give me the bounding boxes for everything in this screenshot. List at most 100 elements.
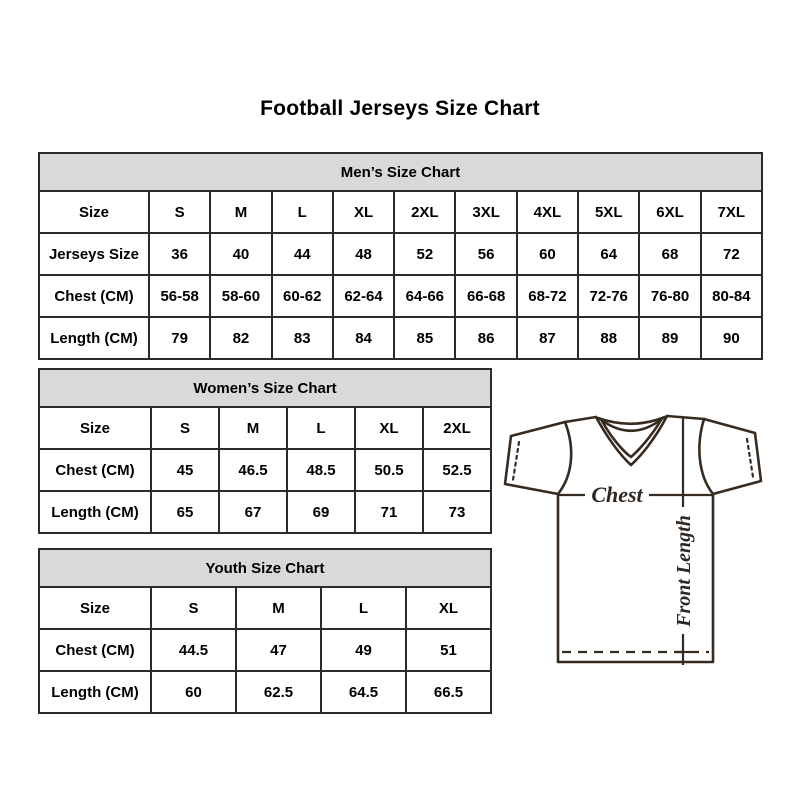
- size-cell: 4XL: [515, 190, 580, 234]
- row-label: Jerseys Size: [38, 232, 150, 276]
- size-cell: M: [218, 406, 288, 450]
- value-cell: 85: [393, 316, 457, 360]
- value-cell: 60-62: [270, 274, 334, 318]
- table-row: Length (CM) 60 62.5 64.5 66.5: [38, 670, 492, 714]
- jersey-left-shoulder: [563, 415, 598, 424]
- jersey-vneck-outer: [594, 414, 669, 467]
- size-cell: L: [270, 190, 334, 234]
- value-cell: 46.5: [218, 448, 288, 492]
- value-cell: 47: [235, 628, 322, 672]
- size-cell: XL: [331, 190, 396, 234]
- jersey-illustration: Chest Front Length: [503, 414, 763, 665]
- front-length-label: Front Length: [673, 515, 695, 628]
- jersey-right-sleeve: [702, 417, 763, 496]
- table-row: Jerseys Size 36 40 44 48 52 56 60 64 68 …: [38, 232, 764, 276]
- jersey-vneck-inner: [600, 418, 663, 459]
- value-cell: 72-76: [577, 274, 641, 318]
- jersey-left-sleeve: [503, 420, 567, 496]
- value-cell: 68: [638, 232, 702, 276]
- value-cell: 64.5: [320, 670, 407, 714]
- value-cell: 44: [270, 232, 334, 276]
- youth-table-title: Youth Size Chart: [38, 548, 492, 588]
- row-label: Chest (CM): [38, 628, 152, 672]
- size-cell: L: [320, 586, 407, 630]
- table-row: Chest (CM) 45 46.5 48.5 50.5 52.5: [38, 448, 492, 492]
- table-row: Chest (CM) 44.5 47 49 51: [38, 628, 492, 672]
- size-cell: M: [209, 190, 273, 234]
- value-cell: 71: [354, 490, 424, 534]
- table-row: Size S M L XL 2XL: [38, 406, 492, 450]
- row-label: Size: [38, 406, 152, 450]
- value-cell: 87: [515, 316, 580, 360]
- jersey-right-cuff-seam: [745, 437, 755, 479]
- row-label: Size: [38, 586, 152, 630]
- youth-size-table: Youth Size Chart Size S M L XL Chest (CM…: [38, 548, 492, 714]
- size-cell: XL: [405, 586, 492, 630]
- mens-size-table: Men’s Size Chart Size S M L XL 2XL 3XL 4…: [38, 152, 764, 360]
- table-row: Length (CM) 65 67 69 71 73: [38, 490, 492, 534]
- row-label: Chest (CM): [38, 448, 152, 492]
- size-cell: M: [235, 586, 322, 630]
- value-cell: 68-72: [515, 274, 580, 318]
- value-cell: 64-66: [393, 274, 457, 318]
- jersey-measurement-diagram: Chest Front Length: [501, 403, 767, 679]
- size-cell: 5XL: [577, 190, 641, 234]
- value-cell: 40: [209, 232, 273, 276]
- value-cell: 56-58: [147, 274, 212, 318]
- value-cell: 76-80: [638, 274, 702, 318]
- value-cell: 82: [209, 316, 273, 360]
- page-title: Football Jerseys Size Chart: [260, 97, 540, 120]
- jersey-left-armhole-seam: [556, 420, 573, 496]
- size-cell: L: [286, 406, 356, 450]
- value-cell: 89: [638, 316, 702, 360]
- womens-size-table: Women’s Size Chart Size S M L XL 2XL Che…: [38, 368, 492, 534]
- value-cell: 49: [320, 628, 407, 672]
- row-label: Length (CM): [38, 316, 150, 360]
- value-cell: 52.5: [422, 448, 492, 492]
- row-label: Size: [38, 190, 150, 234]
- value-cell: 48: [331, 232, 396, 276]
- jersey-right-armhole-seam: [698, 417, 715, 496]
- row-label: Length (CM): [38, 490, 152, 534]
- jersey-collar-band-inner: [598, 416, 665, 432]
- size-cell: XL: [354, 406, 424, 450]
- table-row: Chest (CM) 56-58 58-60 60-62 62-64 64-66…: [38, 274, 764, 318]
- value-cell: 50.5: [354, 448, 424, 492]
- value-cell: 66-68: [454, 274, 518, 318]
- size-cell: 2XL: [422, 406, 492, 450]
- value-cell: 62.5: [235, 670, 322, 714]
- value-cell: 36: [147, 232, 212, 276]
- value-cell: 69: [286, 490, 356, 534]
- jersey-body-outline: [556, 492, 715, 664]
- size-cell: 3XL: [454, 190, 518, 234]
- value-cell: 44.5: [150, 628, 237, 672]
- value-cell: 52: [393, 232, 457, 276]
- womens-table-title: Women’s Size Chart: [38, 368, 492, 408]
- jersey-left-cuff-seam: [511, 440, 521, 482]
- value-cell: 56: [454, 232, 518, 276]
- size-cell: 6XL: [638, 190, 702, 234]
- value-cell: 83: [270, 316, 334, 360]
- row-label: Chest (CM): [38, 274, 150, 318]
- value-cell: 72: [699, 232, 764, 276]
- size-cell: S: [150, 586, 237, 630]
- value-cell: 73: [422, 490, 492, 534]
- value-cell: 67: [218, 490, 288, 534]
- value-cell: 51: [405, 628, 492, 672]
- table-row: Size S M L XL 2XL 3XL 4XL 5XL 6XL 7XL: [38, 190, 764, 234]
- value-cell: 88: [577, 316, 641, 360]
- value-cell: 90: [699, 316, 764, 360]
- value-cell: 62-64: [331, 274, 396, 318]
- table-row: Length (CM) 79 82 83 84 85 86 87 88 89 9…: [38, 316, 764, 360]
- value-cell: 64: [577, 232, 641, 276]
- value-cell: 60: [515, 232, 580, 276]
- size-cell: S: [147, 190, 212, 234]
- value-cell: 80-84: [699, 274, 764, 318]
- jersey-collar-band-outer: [596, 415, 667, 426]
- value-cell: 45: [150, 448, 220, 492]
- row-label: Length (CM): [38, 670, 152, 714]
- value-cell: 58-60: [209, 274, 273, 318]
- value-cell: 66.5: [405, 670, 492, 714]
- chest-measure-label: Chest: [591, 482, 643, 507]
